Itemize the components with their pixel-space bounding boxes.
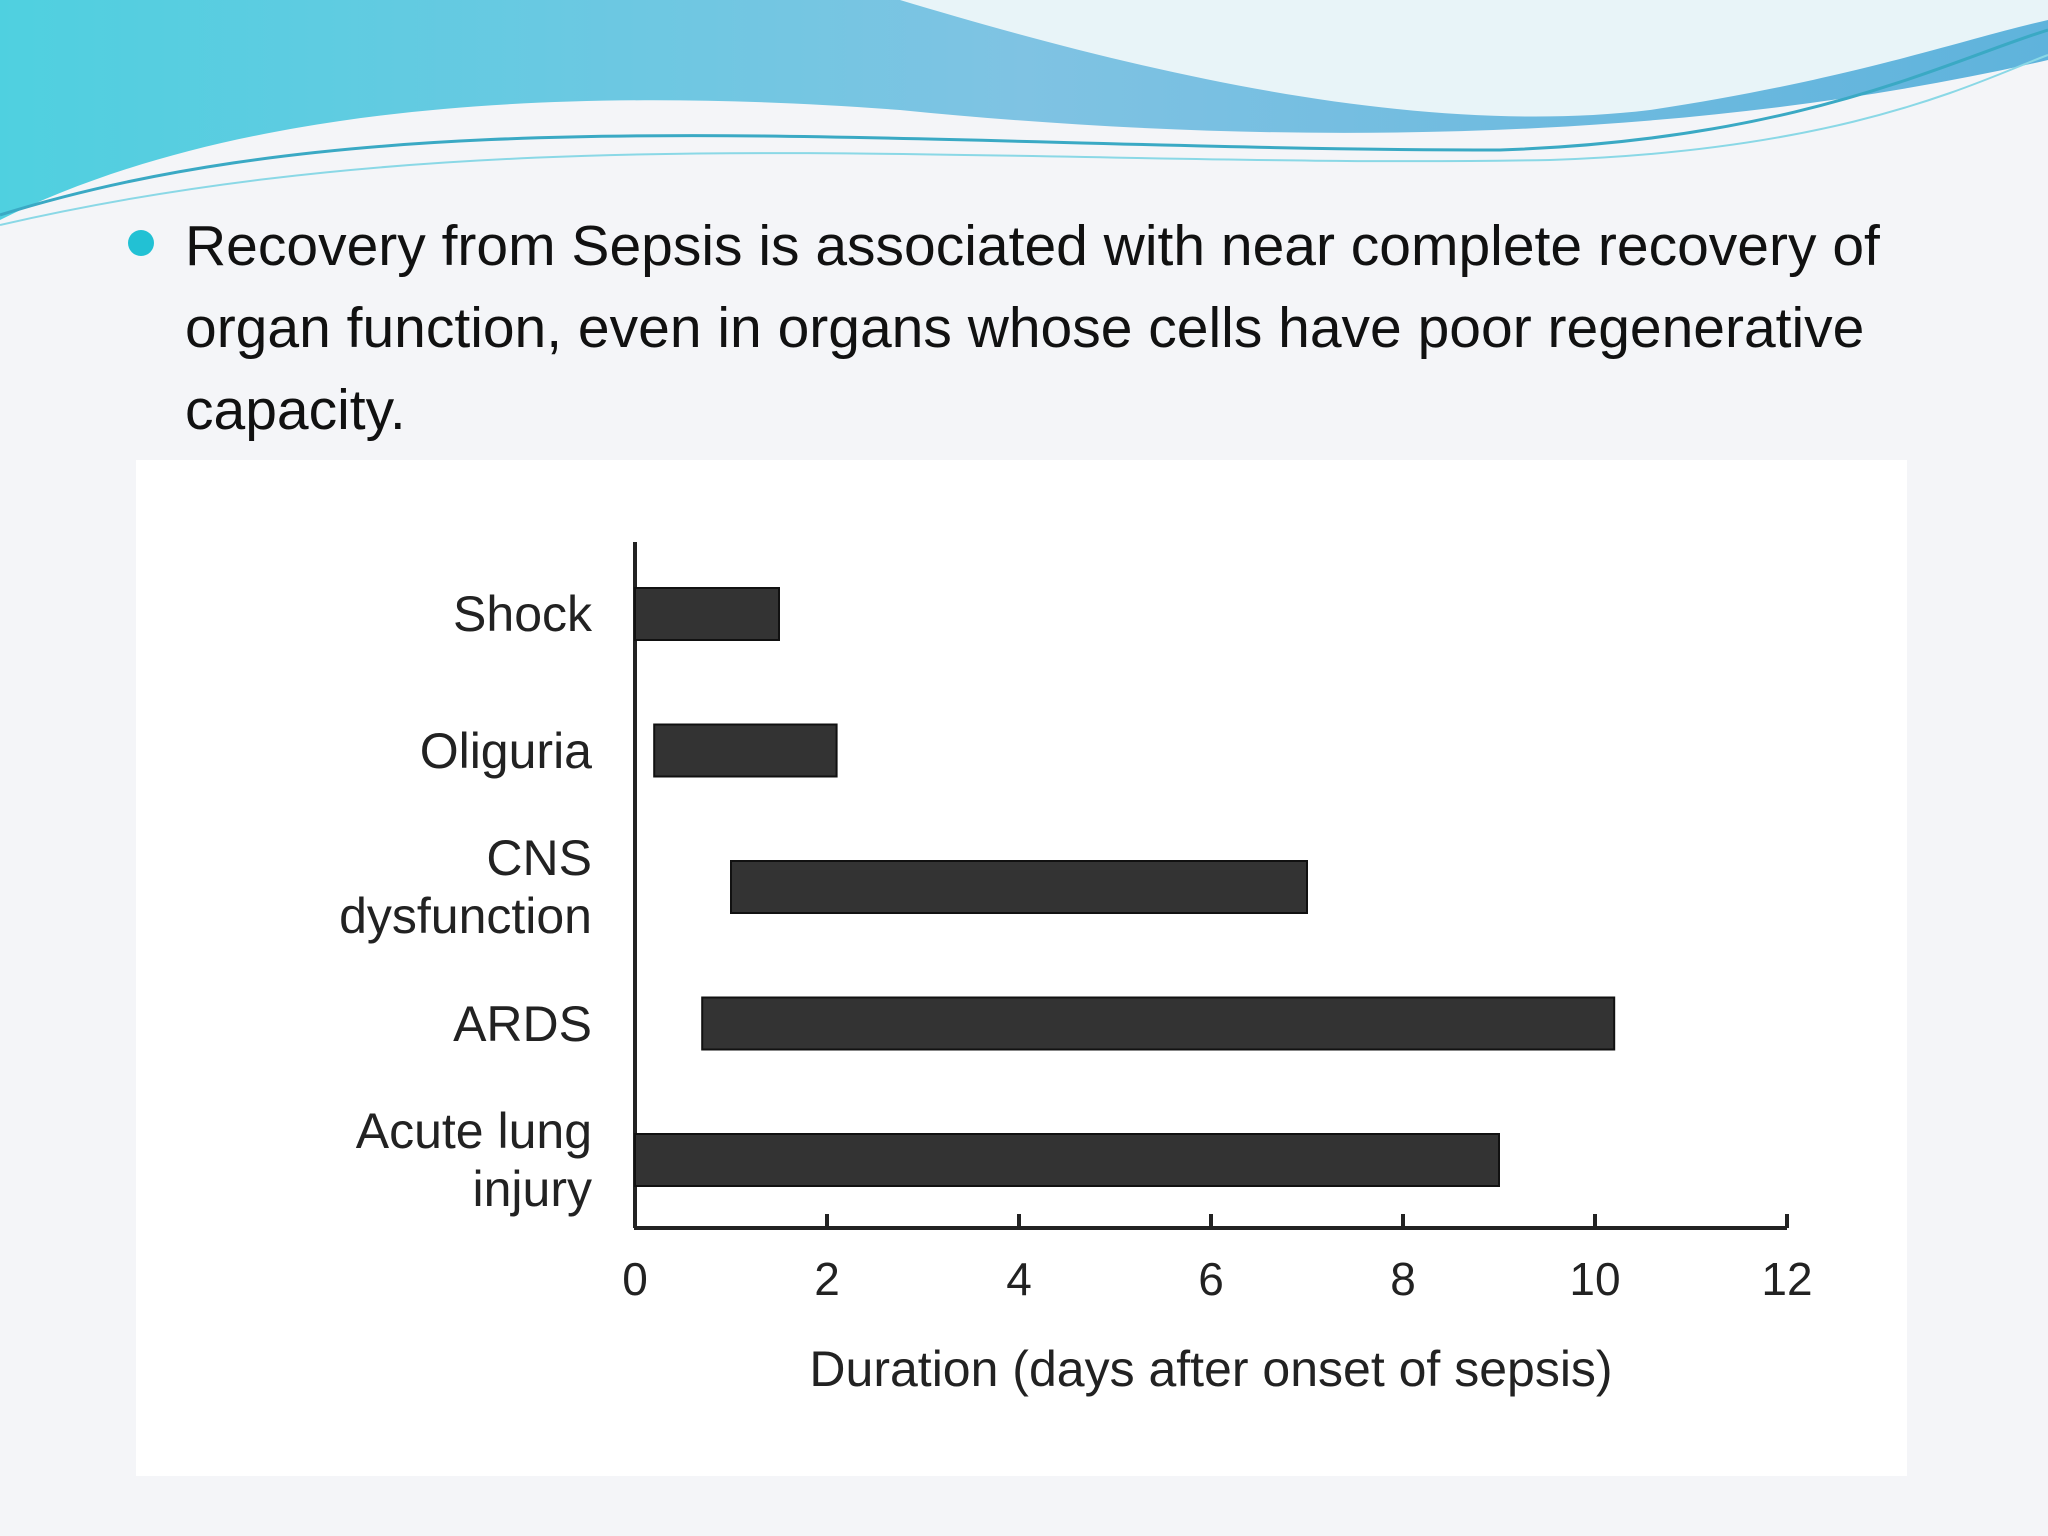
x-tick-label: 10 bbox=[1569, 1253, 1621, 1305]
wave bbox=[900, 0, 2048, 117]
wave-line bbox=[0, 28, 2048, 217]
wave-line bbox=[0, 54, 2048, 226]
bar bbox=[634, 587, 780, 641]
category-label: Oliguria bbox=[419, 722, 592, 779]
category-label: CNS dysfunction bbox=[339, 830, 592, 944]
bar bbox=[634, 1133, 1500, 1187]
x-tick-label: 2 bbox=[814, 1253, 840, 1305]
category-label: Acute lung injury bbox=[355, 1103, 592, 1217]
category-label: Shock bbox=[453, 586, 592, 642]
bullet-text: Recovery from Sepsis is associated with … bbox=[185, 214, 1880, 442]
x-tick-label: 6 bbox=[1198, 1253, 1224, 1305]
bullet-dot bbox=[128, 230, 154, 256]
category-label: ARDS bbox=[453, 995, 592, 1052]
bar bbox=[701, 996, 1616, 1051]
x-axis-label: Duration (days after onset of sepsis) bbox=[809, 1341, 1613, 1397]
x-tick-label: 12 bbox=[1761, 1253, 1813, 1305]
chart-panel bbox=[136, 460, 1907, 1476]
bar bbox=[653, 723, 838, 778]
x-tick-label: 0 bbox=[622, 1253, 648, 1305]
x-tick-label: 4 bbox=[1006, 1253, 1032, 1305]
bar bbox=[730, 860, 1308, 914]
x-tick-label: 8 bbox=[1390, 1253, 1416, 1305]
